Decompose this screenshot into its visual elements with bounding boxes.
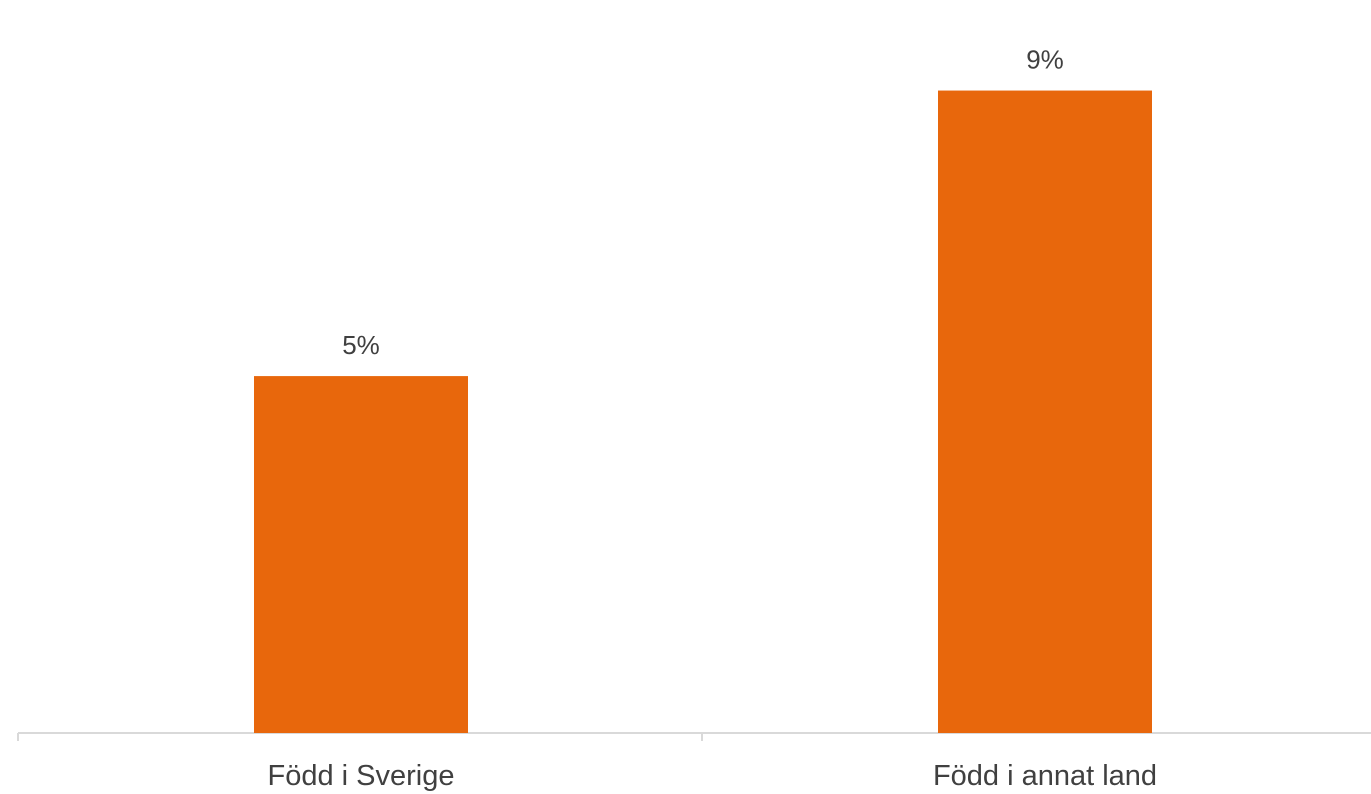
data-label-fodd-i-sverige: 5% bbox=[342, 330, 380, 360]
bar-fodd-i-sverige bbox=[254, 376, 468, 733]
category-label-fodd-i-annat-land: Född i annat land bbox=[933, 760, 1157, 792]
data-label-fodd-i-annat-land: 9% bbox=[1026, 45, 1064, 75]
category-label-fodd-i-sverige: Född i Sverige bbox=[268, 760, 455, 792]
bar-fodd-i-annat-land bbox=[938, 90, 1152, 733]
